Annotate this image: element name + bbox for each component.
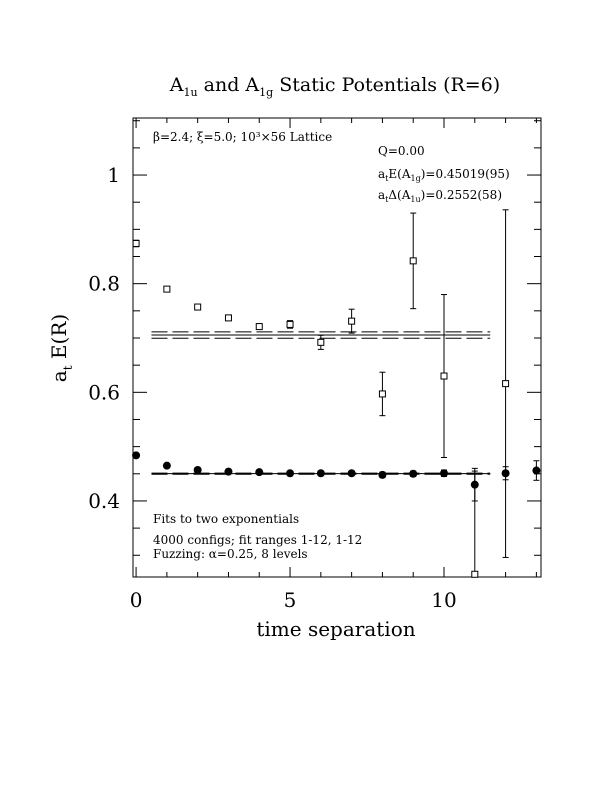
data-point-A1g [409, 469, 418, 478]
y-tick-label: 0.8 [88, 272, 120, 296]
data-point-A1g [224, 467, 233, 476]
data-point-A1u [194, 303, 202, 311]
y-axis-label: at E(R) [47, 314, 75, 382]
q-annotation: Q=0.00 [378, 144, 425, 158]
x-tick-label: 5 [284, 588, 297, 612]
data-point-A1g [132, 451, 141, 460]
data-point-A1u [348, 317, 356, 325]
data-point-A1u [224, 314, 232, 322]
data-point-A1g [378, 470, 387, 479]
data-point-A1u [255, 323, 263, 331]
data-point-A1g [162, 461, 171, 470]
data-point-A1g [193, 465, 202, 474]
plot-frame [132, 117, 542, 578]
fuzzing-annotation: Fuzzing: α=0.25, 8 levels [153, 547, 308, 561]
chart-title: A1u and A1g Static Potentials (R=6) [169, 74, 500, 99]
data-point-A1u [286, 320, 294, 328]
data-point-A1u [471, 570, 479, 578]
data-point-A1u [378, 390, 386, 398]
y-tick-label: 0.4 [88, 489, 120, 513]
data-point-A1u [317, 338, 325, 346]
data-point-A1g [286, 469, 295, 478]
data-point-A1g [316, 469, 325, 478]
data-point-A1g [440, 469, 449, 478]
configs-annotation: 4000 configs; fit ranges 1-12, 1-12 [153, 533, 362, 547]
lattice-annotation: β=2.4; ξ=5.0; 10³×56 Lattice [153, 130, 332, 144]
data-point-A1g [347, 469, 356, 478]
gap-annotation: atΔ(A1u)=0.2552(58) [378, 188, 502, 204]
data-point-A1u [163, 285, 171, 293]
data-point-A1u [440, 372, 448, 380]
data-point-A1u [502, 380, 510, 388]
data-point-A1u [409, 257, 417, 265]
data-point-A1u [132, 239, 140, 247]
y-tick-label: 1 [107, 163, 120, 187]
x-tick-label: 10 [431, 588, 456, 612]
data-point-A1g [255, 468, 264, 477]
x-tick-label: 0 [130, 588, 143, 612]
fits-annotation: Fits to two exponentials [153, 512, 299, 526]
energy-annotation: atE(A1g)=0.45019(95) [378, 167, 510, 183]
data-point-A1g [532, 466, 541, 475]
y-tick-label: 0.6 [88, 380, 120, 404]
x-axis-label: time separation [256, 617, 415, 641]
